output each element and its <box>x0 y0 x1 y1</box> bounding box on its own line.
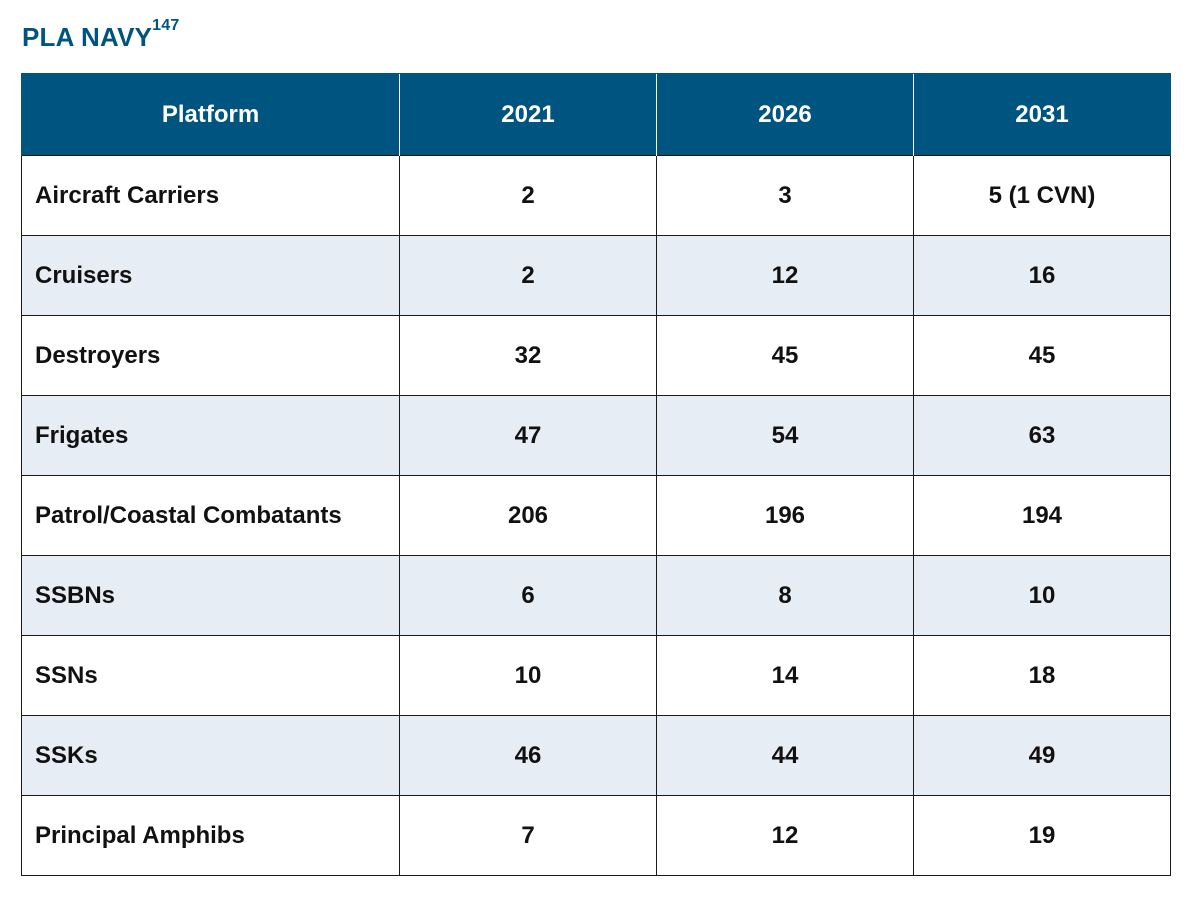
value-2021-cell: 47 <box>399 395 657 476</box>
platform-cell: Frigates <box>21 395 400 476</box>
value-2021-cell: 6 <box>399 555 657 636</box>
table-row: Aircraft Carriers 2 3 5 (1 CVN) <box>21 155 1171 236</box>
page-title: PLA NAVY147 <box>22 17 180 54</box>
value-2031-cell: 49 <box>913 715 1171 796</box>
table-row: SSBNs 6 8 10 <box>21 555 1171 636</box>
table-body: Aircraft Carriers 2 3 5 (1 CVN) Cruisers… <box>21 155 1171 876</box>
value-2026-cell: 54 <box>656 395 914 476</box>
value-2021-cell: 7 <box>399 795 657 876</box>
header-row: Platform 2021 2026 2031 <box>21 73 1171 156</box>
title-text: PLA NAVY <box>22 22 153 52</box>
value-2021-cell: 2 <box>399 235 657 316</box>
value-2031-cell: 16 <box>913 235 1171 316</box>
value-2026-cell: 14 <box>656 635 914 716</box>
platform-cell: Aircraft Carriers <box>21 155 400 236</box>
value-2026-cell: 44 <box>656 715 914 796</box>
table-row: Frigates 47 54 63 <box>21 395 1171 476</box>
value-2026-cell: 45 <box>656 315 914 396</box>
value-2021-cell: 46 <box>399 715 657 796</box>
platform-cell: SSKs <box>21 715 400 796</box>
platform-cell: Cruisers <box>21 235 400 316</box>
platform-cell: SSNs <box>21 635 400 716</box>
platform-cell: SSBNs <box>21 555 400 636</box>
value-2031-cell: 63 <box>913 395 1171 476</box>
value-2021-cell: 10 <box>399 635 657 716</box>
value-2031-cell: 45 <box>913 315 1171 396</box>
value-2031-cell: 194 <box>913 475 1171 556</box>
value-2026-cell: 12 <box>656 795 914 876</box>
table-row: SSNs 10 14 18 <box>21 635 1171 716</box>
table-row: SSKs 46 44 49 <box>21 715 1171 796</box>
title-footnote-ref: 147 <box>152 17 180 34</box>
table-header: Platform 2021 2026 2031 <box>21 73 1171 156</box>
value-2031-cell: 5 (1 CVN) <box>913 155 1171 236</box>
header-2026: 2026 <box>656 73 914 156</box>
header-2031: 2031 <box>913 73 1171 156</box>
platform-cell: Patrol/Coastal Combatants <box>21 475 400 556</box>
value-2026-cell: 3 <box>656 155 914 236</box>
table-row: Principal Amphibs 7 12 19 <box>21 795 1171 876</box>
table-row: Cruisers 2 12 16 <box>21 235 1171 316</box>
platform-cell: Destroyers <box>21 315 400 396</box>
value-2021-cell: 2 <box>399 155 657 236</box>
table-row: Destroyers 32 45 45 <box>21 315 1171 396</box>
header-platform: Platform <box>21 73 400 156</box>
value-2031-cell: 10 <box>913 555 1171 636</box>
platform-cell: Principal Amphibs <box>21 795 400 876</box>
value-2021-cell: 32 <box>399 315 657 396</box>
pla-navy-table: Platform 2021 2026 2031 Aircraft Carrier… <box>21 73 1171 876</box>
table-row: Patrol/Coastal Combatants 206 196 194 <box>21 475 1171 556</box>
value-2031-cell: 19 <box>913 795 1171 876</box>
value-2026-cell: 12 <box>656 235 914 316</box>
value-2026-cell: 8 <box>656 555 914 636</box>
value-2026-cell: 196 <box>656 475 914 556</box>
header-2021: 2021 <box>399 73 657 156</box>
value-2031-cell: 18 <box>913 635 1171 716</box>
value-2021-cell: 206 <box>399 475 657 556</box>
